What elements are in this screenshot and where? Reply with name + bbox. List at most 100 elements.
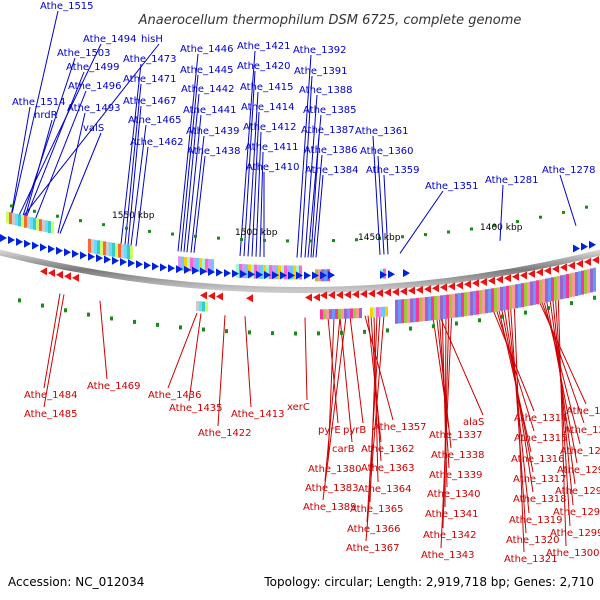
feature-band [578,271,581,296]
gc-skew-ticks [10,204,596,336]
callout-line-top [57,112,86,234]
forward-gene [16,237,23,246]
forward-gene [304,271,311,280]
scale-labels: 1550 kbp 1500 kbp 1450 kbp 1400 kbp [112,211,523,243]
feature-band [470,291,473,316]
gene-label-bottom: Athe_1298 [553,507,600,518]
callout-line-bottom [366,314,381,523]
forward-gene [96,254,103,263]
gene-label-bottom: Athe_1292 [566,406,600,417]
reverse-gene [552,265,559,274]
feature-band [202,301,205,312]
reverse-gene [72,273,79,282]
reverse-gene [576,259,583,268]
callout-line-top [243,70,256,257]
forward-gene [64,248,71,257]
gene-label-bottom: Athe_1337 [429,430,483,441]
forward-gene [0,234,7,242]
genome-summary: Topology: circular; Length: 2,919,718 bp… [263,575,594,589]
feature-band [202,258,205,273]
forward-gene [224,269,231,278]
feature-band [323,309,326,320]
feature-band [509,285,512,310]
feature-band [431,296,434,321]
callout-line-top [190,135,205,253]
gc-tick [56,214,59,218]
callout-line-top [124,83,142,245]
gene-label-top: Athe_1385 [303,105,357,116]
feature-band [181,256,184,271]
feature-band [127,245,130,260]
gene-label-top: Athe_1414 [241,102,295,113]
reverse-gene [568,261,575,270]
forward-gene [120,258,127,266]
scale-label: 1550 kbp [112,211,155,221]
gene-label-bottom: Athe_1300 [546,548,600,559]
reverse-gene [408,286,415,295]
feature-band [416,297,419,322]
feature-band [88,238,91,253]
gene-label-top: Athe_1359 [366,165,420,176]
gene-label-top: Athe_1411 [245,142,299,153]
feature-band [242,264,245,279]
feature-band [199,258,202,273]
callout-line-top [22,119,53,226]
forward-gene [312,271,319,280]
forward-gene [56,246,63,255]
feature-band [575,271,578,296]
scale-label: 1400 kbp [480,223,523,233]
feature-band [236,263,239,278]
gene-label-top: Athe_1496 [68,81,122,92]
feature-band [428,296,431,321]
reverse-strand-genes [40,255,599,303]
forward-gene [160,263,167,272]
callout-line-top [259,151,264,257]
gene-label-bottom: Athe_1380 [308,464,362,475]
gene-label-top: hisH [141,34,163,45]
reverse-gene [536,268,543,277]
callout-line-top [312,154,323,258]
gene-label-bottom: Athe_1362 [361,444,415,455]
callout-line-bottom [551,290,574,506]
reverse-gene [328,291,335,300]
forward-gene [168,264,175,273]
feature-band [266,265,269,280]
forward-gene [152,262,159,271]
callout-line-top [180,74,199,252]
callout-line-top [377,155,385,255]
callout-line-top [135,146,149,247]
gene-label-bottom: pyrE [318,425,341,436]
forward-gene [581,242,588,251]
feature-band [275,265,278,280]
feature-band [449,294,452,319]
callout-line-bottom [324,316,341,482]
forward-gene [8,235,15,244]
gc-tick [547,306,550,311]
gene-label-top: Athe_1493 [67,103,121,114]
gene-label-top: Athe_1415 [240,82,294,93]
feature-band [15,213,18,226]
callout-line-top [9,10,59,223]
callout-line-top [304,94,318,258]
reverse-gene [400,287,407,296]
callout-line-bottom [440,307,453,549]
feature-band [545,278,548,303]
feature-band [284,265,287,280]
gene-label-top: Athe_1494 [83,34,137,45]
reverse-gene [320,291,327,300]
feature-band [103,241,106,256]
gene-label-top: Athe_1514 [12,97,66,108]
gene-label-bottom: Athe_1341 [425,509,479,520]
gene-label-top: Athe_1388 [299,85,353,96]
gene-label-top: Athe_1439 [186,126,240,137]
gene-label-top: Athe_1281 [485,175,539,186]
feature-band [112,242,115,257]
gene-label-bottom: Athe_1485 [24,409,78,420]
gene-label-bottom: Athe_1422 [198,428,252,439]
callout-line-bottom [365,314,385,542]
gc-tick [202,327,205,332]
gc-tick [585,205,588,209]
gc-tick [409,326,412,331]
gene-label-bottom: Athe_1295 [557,465,600,476]
gc-tick [501,314,504,319]
